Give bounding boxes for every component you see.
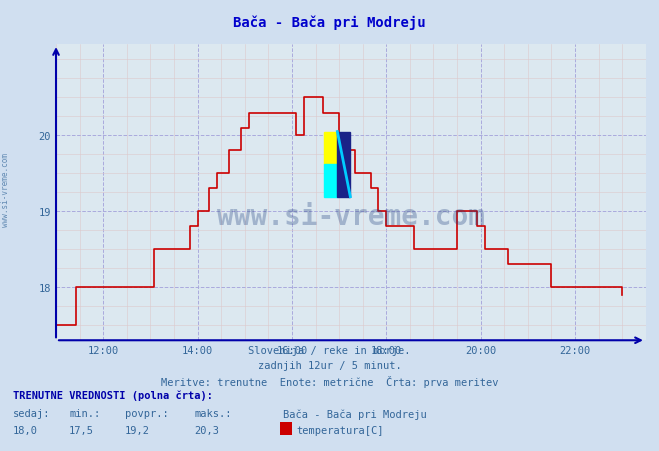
Text: www.si-vreme.com: www.si-vreme.com — [1, 152, 10, 226]
Text: 20,3: 20,3 — [194, 425, 219, 435]
Text: Bača - Bača pri Modreju: Bača - Bača pri Modreju — [283, 408, 427, 419]
Bar — [337, 132, 351, 197]
Text: temperatura[C]: temperatura[C] — [297, 425, 384, 435]
Text: sedaj:: sedaj: — [13, 408, 51, 418]
Text: Meritve: trenutne  Enote: metrične  Črta: prva meritev: Meritve: trenutne Enote: metrične Črta: … — [161, 375, 498, 387]
Text: 18,0: 18,0 — [13, 425, 38, 435]
Text: 19,2: 19,2 — [125, 425, 150, 435]
Text: 17,5: 17,5 — [69, 425, 94, 435]
Text: Slovenija / reke in morje.: Slovenija / reke in morje. — [248, 345, 411, 355]
Bar — [324, 165, 337, 197]
Text: maks.:: maks.: — [194, 408, 232, 418]
Text: min.:: min.: — [69, 408, 100, 418]
Text: zadnjih 12ur / 5 minut.: zadnjih 12ur / 5 minut. — [258, 360, 401, 370]
Text: povpr.:: povpr.: — [125, 408, 169, 418]
Text: TRENUTNE VREDNOSTI (polna črta):: TRENUTNE VREDNOSTI (polna črta): — [13, 390, 213, 400]
Bar — [324, 132, 337, 165]
Text: www.si-vreme.com: www.si-vreme.com — [217, 202, 485, 230]
Text: Bača - Bača pri Modreju: Bača - Bača pri Modreju — [233, 16, 426, 30]
